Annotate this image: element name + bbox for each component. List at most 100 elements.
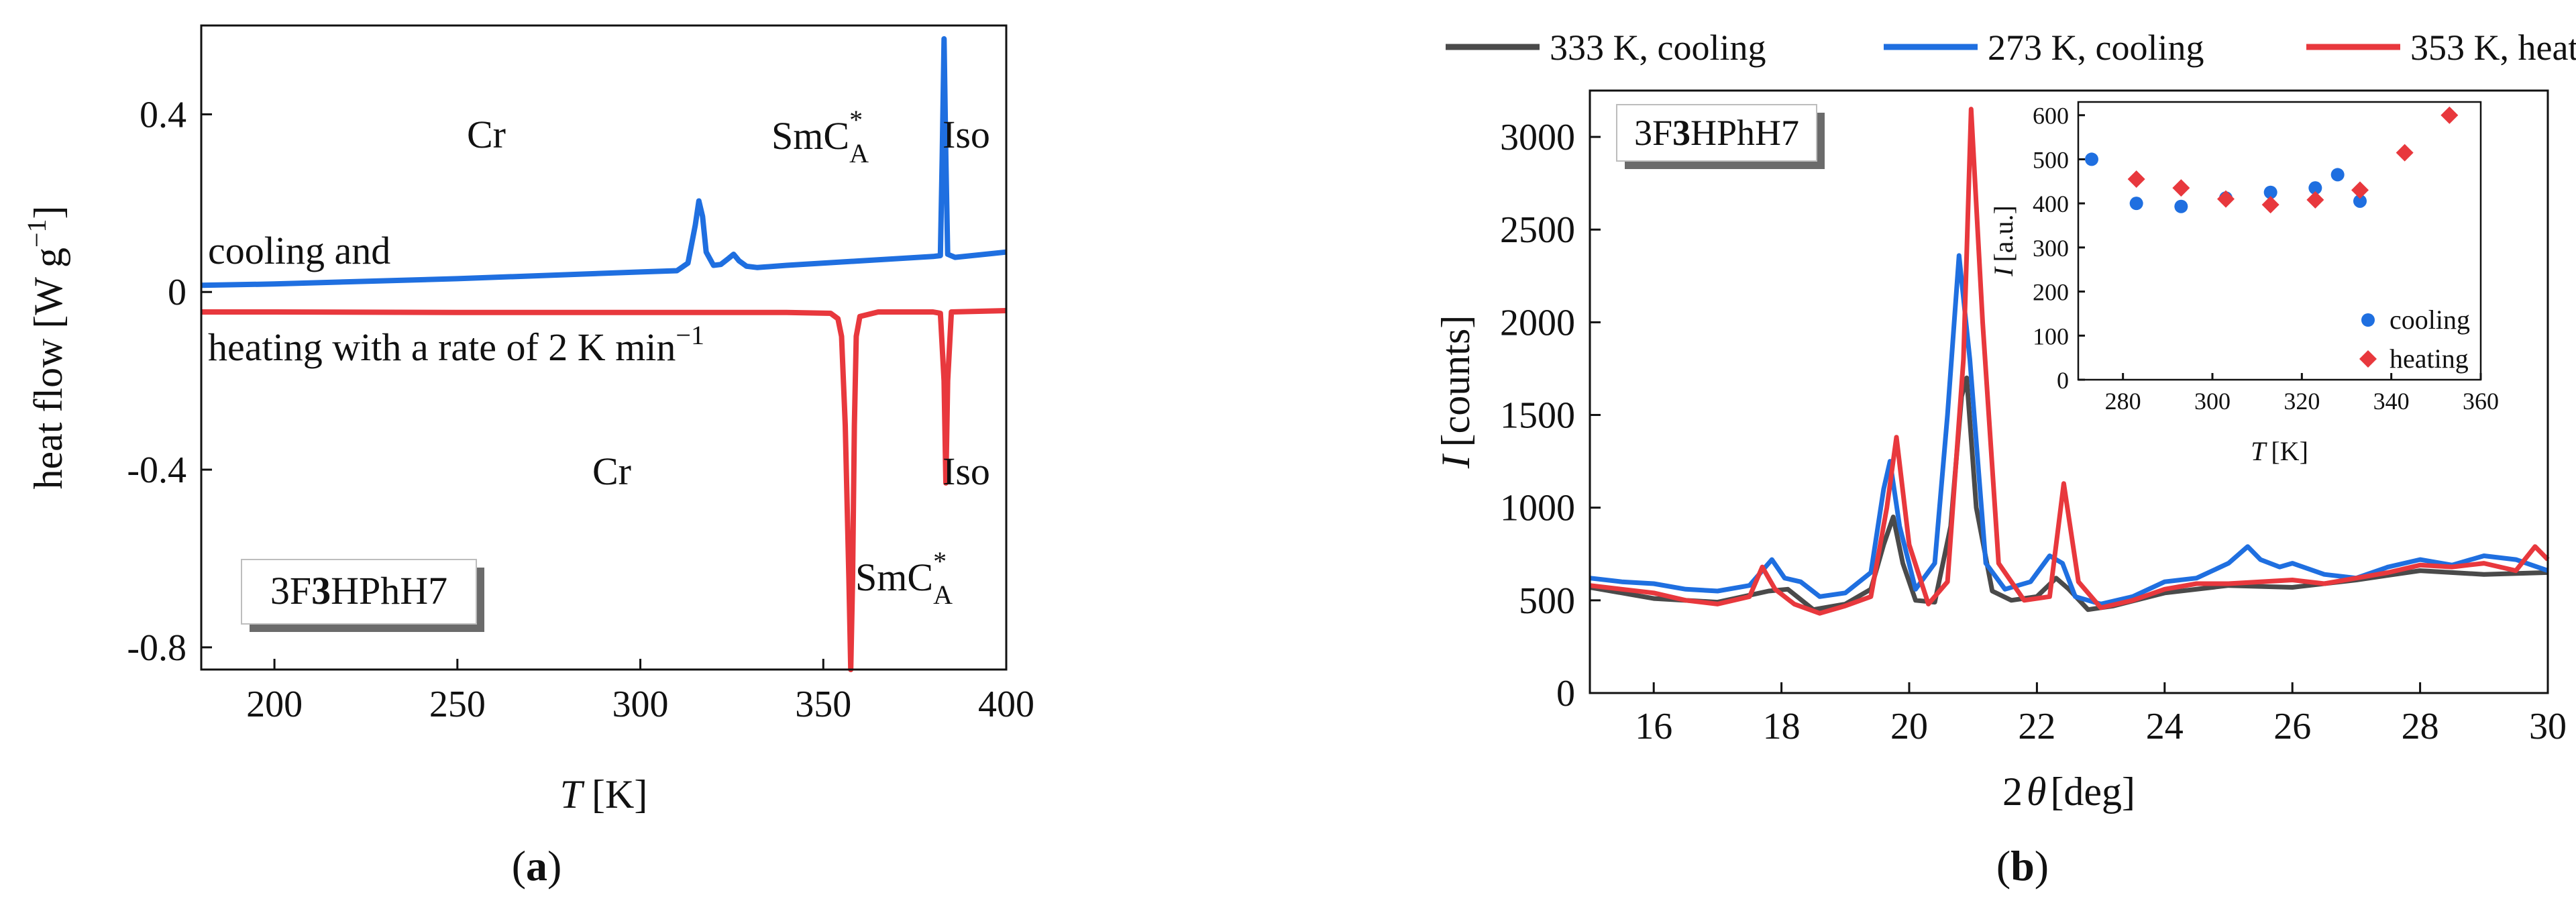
panel-b-series-layer <box>1589 107 2550 616</box>
panel-b-y-axis-symbol: I <box>1434 453 1478 469</box>
panel-b-caption-letter: b <box>2010 842 2035 890</box>
inset-point-cooling <box>2263 185 2277 199</box>
inset-point-heating <box>2261 196 2279 214</box>
panel-a-sample-label-box <box>241 559 477 625</box>
panel-b-y-tick-label: 3000 <box>1500 117 1575 158</box>
panel-a-sample-bold: 3 <box>311 569 331 613</box>
panel-a-sample-prefix: 3F <box>270 569 311 613</box>
panel-a-x-tick-label: 250 <box>429 684 486 725</box>
panel-b-y-tick-label: 2000 <box>1500 302 1575 343</box>
panel-b-y-tick-label: 0 <box>1556 673 1575 714</box>
panel-a-annotation-cooling: cooling and <box>208 229 390 272</box>
panel-a-x-axis-unit: [K] <box>592 772 647 816</box>
inset-point-cooling <box>2308 181 2322 195</box>
panel-b-legend-label: 273 K, cooling <box>1988 28 2204 68</box>
panel-a-series-cooling <box>201 36 1007 288</box>
inset-legend-label: cooling <box>2390 305 2470 335</box>
inset-x-tick-label: 340 <box>2373 388 2410 415</box>
inset-y-tick-label: 100 <box>2033 323 2069 350</box>
inset-point-cooling <box>2353 194 2367 208</box>
inset-points-layer <box>2085 106 2459 214</box>
panel-a-x-tick-label: 300 <box>612 684 669 725</box>
panel-a-series-heating <box>201 308 1007 672</box>
panel-a-y-axis-label: heat flow [W g <box>26 248 70 489</box>
panel-b-y-axis-unit: [counts] <box>1434 315 1478 447</box>
panel-b-x-axis-symbol: θ <box>2027 769 2046 814</box>
panel-a-x-tick-label: 200 <box>246 684 303 725</box>
inset-x-axis-title: T [K] <box>2251 436 2308 466</box>
panel-a-y-tick-label: -0.8 <box>127 627 186 669</box>
panel-b-y-tick-label: 500 <box>1519 580 1575 622</box>
panel-a-sample-label-text: 3F3HPhH7 <box>270 569 447 613</box>
phase-label-smca-cooling-sub: A <box>849 138 869 168</box>
panel-b-plot-frame <box>1589 89 2549 694</box>
panel-b-legend-label: 333 K, cooling <box>1550 28 1766 68</box>
panel-b-legend-label: 353 K, heating <box>2410 28 2576 68</box>
phase-label-smca-heating-text: SmC <box>855 555 933 599</box>
panel-b-y-ticks: 0 500 1000 1500 2000 2500 3000 <box>1500 117 1601 714</box>
panel-b-y-tick-label: 1500 <box>1500 395 1575 437</box>
inset-point-heating <box>2217 190 2235 208</box>
panel-b-x-tick-label: 22 <box>2018 706 2055 747</box>
panel-b-x-tick-label: 30 <box>2529 706 2567 747</box>
panel-a-annotation-heating-exponent: −1 <box>676 320 704 350</box>
inset-plot-frame <box>2077 101 2482 381</box>
phase-label-smca-cooling-sup: * <box>849 105 863 135</box>
panel-a-caption: (a) <box>512 842 562 890</box>
inset-x-tick-label: 320 <box>2284 388 2320 415</box>
phase-label-iso-heating: Iso <box>943 449 990 493</box>
panel-b-x-axis-prefix: 2 <box>2002 769 2023 814</box>
panel-b: 333 K, cooling 273 K, cooling 353 K, heati… <box>1434 28 2576 890</box>
panel-a-series-layer <box>201 36 1007 672</box>
panel-a-x-tick-label: 350 <box>795 684 851 725</box>
panel-b-x-ticks: 16 18 20 22 24 26 28 30 <box>1635 682 2567 747</box>
inset-x-axis-symbol: T <box>2251 436 2267 466</box>
inset-point-heating <box>2396 144 2414 162</box>
inset-y-tick-label: 600 <box>2033 103 2069 129</box>
phase-label-smca-heating-sub: A <box>933 580 953 610</box>
inset-x-tick-label: 360 <box>2463 388 2499 415</box>
panel-b-caption: (b) <box>1996 842 2049 890</box>
panel-a-caption-letter: a <box>526 842 547 890</box>
inset-x-axis-unit: [K] <box>2271 436 2308 466</box>
panel-b-series-353-k-heating <box>1589 107 2550 616</box>
panel-b-x-tick-label: 20 <box>1890 706 1928 747</box>
inset-point-cooling <box>2085 152 2098 166</box>
panel-b-y-tick-label: 1000 <box>1500 488 1575 529</box>
inset-y-tick-label: 400 <box>2033 191 2069 217</box>
inset-point-heating <box>2172 179 2190 197</box>
phase-label-iso-cooling: Iso <box>943 113 990 156</box>
inset-point-heating <box>2440 106 2459 124</box>
inset-legend: cooling heating <box>2359 305 2470 374</box>
panel-b-sample-label-box <box>1616 104 1817 162</box>
panel-b-x-axis-unit: [deg] <box>2050 769 2135 814</box>
inset-point-heating <box>2127 170 2145 188</box>
panel-a-y-tick-label: -0.4 <box>127 449 186 491</box>
panel-b-caption-close: ) <box>2035 842 2049 890</box>
panel-b-x-tick-label: 26 <box>2273 706 2311 747</box>
inset-legend-marker-cooling <box>2361 313 2375 327</box>
phase-label-cr-cooling: Cr <box>467 113 506 156</box>
inset-point-cooling <box>2330 168 2345 182</box>
panel-b-x-tick-label: 24 <box>2146 706 2184 747</box>
inset-y-tick-label: 0 <box>2057 367 2069 394</box>
panel-b-series-273-k-cooling <box>1589 253 2549 606</box>
panel-a-x-tick-label: 400 <box>978 684 1034 725</box>
inset-x-ticks: 280 300 320 340 360 <box>2105 373 2499 415</box>
panel-a-caption-open: ( <box>512 842 526 890</box>
panel-b-x-tick-label: 28 <box>2402 706 2439 747</box>
panel-b-x-tick-label: 18 <box>1763 706 1801 747</box>
panel-b-sample-suffix: HPhH7 <box>1690 113 1799 153</box>
panel-a-annotation-heating: heating with a rate of 2 K min−1 <box>208 320 704 369</box>
panel-a-plot-frame <box>200 24 1008 671</box>
panel-a-x-ticks: 200 250 300 350 400 <box>246 659 1034 725</box>
panel-b-x-axis-title: 2 θ [deg] <box>2002 769 2135 814</box>
inset-y-axis-unit: [a.u.] <box>1988 205 2019 262</box>
inset-chart: 280 300 320 340 360 0 100 200 300 400 500 600 T [K]… <box>1988 101 2499 466</box>
inset-x-tick-label: 280 <box>2105 388 2141 415</box>
panel-b-sample-bold: 3 <box>1672 113 1690 153</box>
panel-a-y-ticks: -0.8 -0.4 0 0.4 <box>127 94 212 669</box>
inset-legend-marker-heating <box>2359 350 2377 368</box>
panel-b-sample-label-text: 3F3HPhH7 <box>1634 113 1799 153</box>
